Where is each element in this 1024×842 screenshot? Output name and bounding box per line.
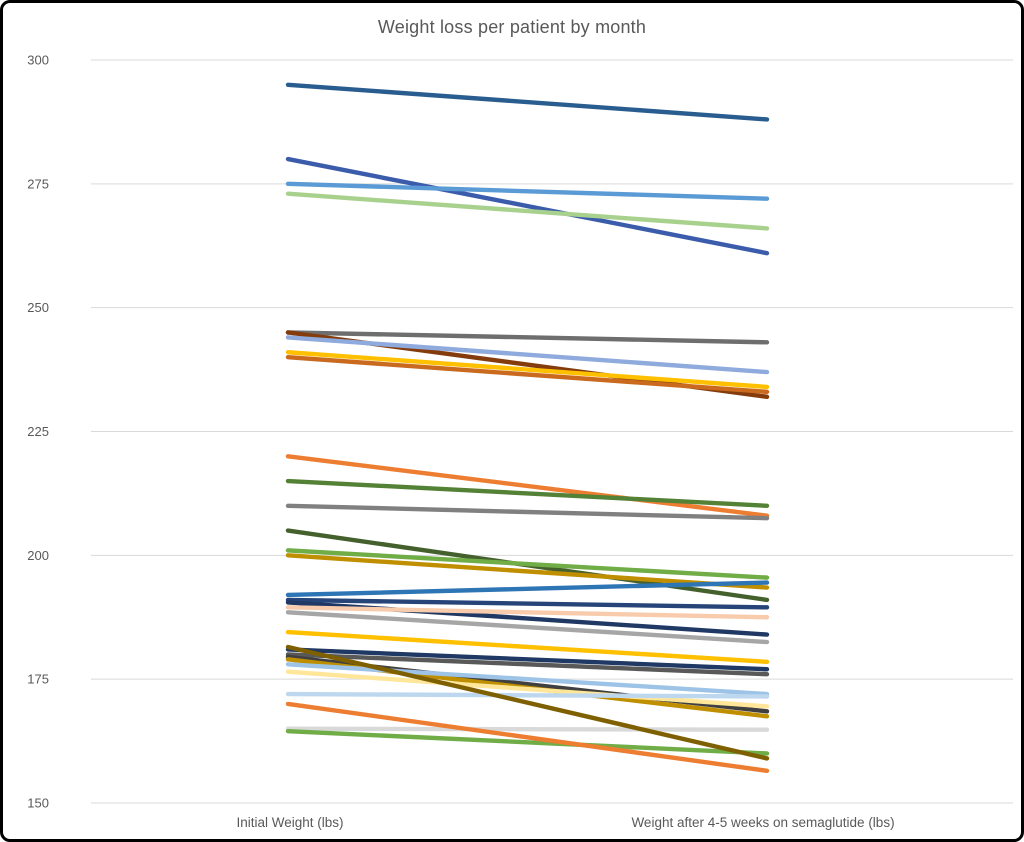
patient-line bbox=[285, 355, 770, 395]
patient-line bbox=[285, 191, 770, 231]
patient-line bbox=[285, 644, 770, 761]
x-axis-label-initial-weight: Initial Weight (lbs) bbox=[236, 815, 344, 830]
y-tick-label: 200 bbox=[27, 548, 49, 563]
slope-chart-plot-area: 150 175 200 225 250 275 300 bbox=[27, 53, 1013, 811]
patient-line bbox=[285, 652, 770, 677]
patient-line bbox=[285, 605, 770, 620]
patient-line bbox=[285, 454, 770, 518]
patient-line bbox=[285, 629, 770, 665]
patient-line bbox=[285, 335, 770, 375]
patient-line bbox=[285, 503, 770, 521]
y-tick-label: 275 bbox=[27, 176, 49, 191]
y-tick-label: 250 bbox=[27, 300, 49, 315]
patient-line bbox=[285, 478, 770, 508]
patient-line bbox=[285, 82, 770, 122]
patient-line bbox=[285, 647, 770, 672]
patient-line bbox=[285, 156, 770, 256]
chart-title: Weight loss per patient by month bbox=[377, 17, 647, 37]
patient-line bbox=[285, 691, 770, 699]
patient-line bbox=[285, 726, 770, 732]
y-tick-label: 175 bbox=[27, 672, 49, 687]
patient-line bbox=[285, 330, 770, 345]
y-tick-label: 225 bbox=[27, 424, 49, 439]
patient-line bbox=[285, 548, 770, 580]
patient-line bbox=[285, 350, 770, 390]
patient-line bbox=[285, 610, 770, 645]
y-tick-label: 300 bbox=[27, 53, 49, 68]
patient-line bbox=[285, 181, 770, 201]
patient-line bbox=[285, 580, 770, 598]
patient-line bbox=[285, 597, 770, 610]
patient-line bbox=[285, 701, 770, 774]
patient-line bbox=[285, 662, 770, 697]
y-tick-label: 150 bbox=[27, 796, 49, 811]
patient-line bbox=[285, 669, 770, 709]
patient-line bbox=[285, 728, 770, 756]
patient-line bbox=[285, 553, 770, 590]
x-axis-label-after-weight: Weight after 4-5 weeks on semaglutide (l… bbox=[631, 815, 895, 830]
